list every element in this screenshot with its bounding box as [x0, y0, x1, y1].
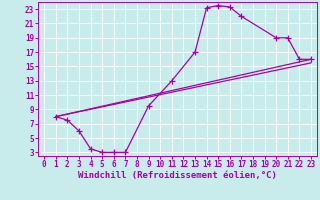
X-axis label: Windchill (Refroidissement éolien,°C): Windchill (Refroidissement éolien,°C) — [78, 171, 277, 180]
